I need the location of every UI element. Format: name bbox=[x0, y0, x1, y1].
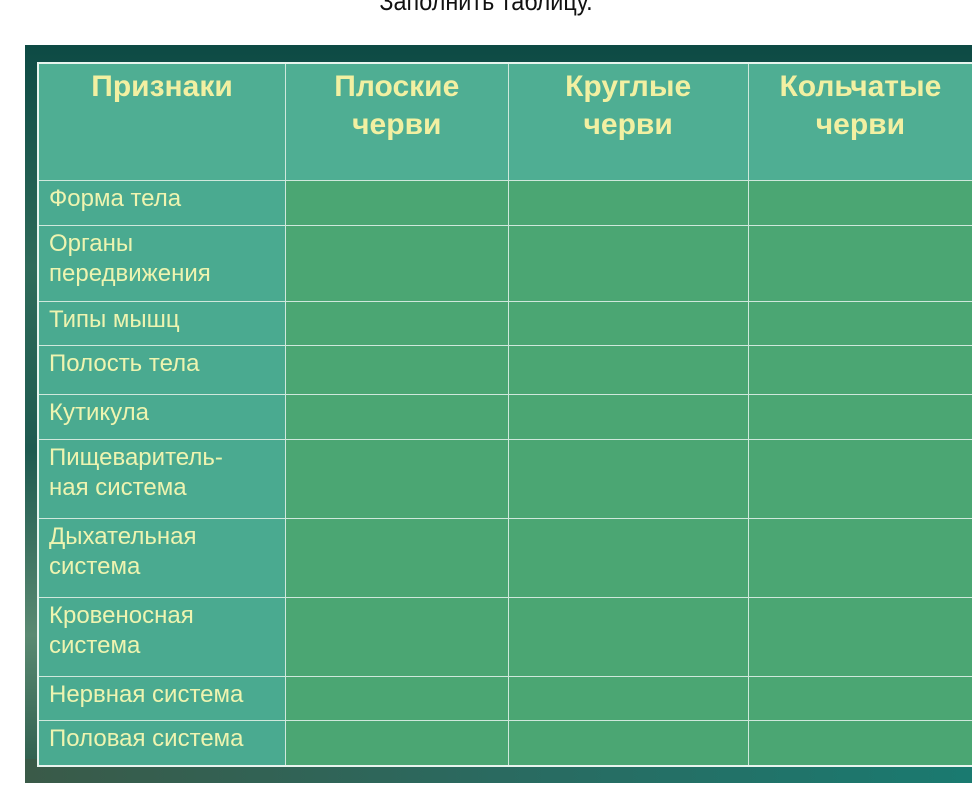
empty-cell[interactable] bbox=[507, 720, 749, 766]
header-annelids: Кольчатые черви bbox=[747, 62, 972, 181]
row-label: Форма тела bbox=[37, 180, 287, 226]
table-row: Полость тела bbox=[37, 345, 972, 395]
table-row: Типы мышц bbox=[37, 301, 972, 346]
empty-cell[interactable] bbox=[507, 394, 749, 440]
row-label: Органы передвижения bbox=[37, 225, 287, 302]
empty-cell[interactable] bbox=[507, 439, 749, 519]
row-label: Полость тела bbox=[37, 345, 287, 395]
empty-cell[interactable] bbox=[747, 676, 972, 721]
empty-cell[interactable] bbox=[285, 518, 509, 598]
empty-cell[interactable] bbox=[507, 301, 749, 346]
empty-cell[interactable] bbox=[285, 394, 509, 440]
row-label: Кровеносная система bbox=[37, 597, 287, 677]
empty-cell[interactable] bbox=[507, 676, 749, 721]
table-row: Половая система bbox=[37, 720, 972, 766]
header-roundworms: Круглые черви bbox=[507, 62, 749, 181]
table-row: Нервная система bbox=[37, 676, 972, 721]
empty-cell[interactable] bbox=[285, 180, 509, 226]
empty-cell[interactable] bbox=[747, 180, 972, 226]
worms-comparison-table: Признаки Плоские черви Круглые черви Кол… bbox=[37, 62, 972, 767]
row-label: Половая система bbox=[37, 720, 287, 766]
empty-cell[interactable] bbox=[747, 345, 972, 395]
row-label: Кутикула bbox=[37, 394, 287, 440]
table-row: Кровеносная система bbox=[37, 597, 972, 677]
empty-cell[interactable] bbox=[507, 345, 749, 395]
page-title: Заполнить таблицу. bbox=[379, 0, 593, 16]
header-row: Признаки Плоские черви Круглые черви Кол… bbox=[37, 62, 972, 181]
empty-cell[interactable] bbox=[747, 301, 972, 346]
row-label: Пищеваритель-ная система bbox=[37, 439, 287, 519]
empty-cell[interactable] bbox=[285, 439, 509, 519]
row-label: Типы мышц bbox=[37, 301, 287, 346]
table-row: Пищеваритель-ная система bbox=[37, 439, 972, 519]
empty-cell[interactable] bbox=[747, 439, 972, 519]
row-label: Дыхательная система bbox=[37, 518, 287, 598]
empty-cell[interactable] bbox=[747, 597, 972, 677]
empty-cell[interactable] bbox=[507, 597, 749, 677]
empty-cell[interactable] bbox=[285, 597, 509, 677]
empty-cell[interactable] bbox=[747, 394, 972, 440]
empty-cell[interactable] bbox=[285, 720, 509, 766]
empty-cell[interactable] bbox=[285, 225, 509, 302]
table-row: Кутикула bbox=[37, 394, 972, 440]
table-row: Форма тела bbox=[37, 180, 972, 226]
header-features: Признаки bbox=[37, 62, 287, 181]
empty-cell[interactable] bbox=[747, 518, 972, 598]
empty-cell[interactable] bbox=[507, 518, 749, 598]
header-flatworms: Плоские черви bbox=[285, 62, 509, 181]
empty-cell[interactable] bbox=[285, 345, 509, 395]
empty-cell[interactable] bbox=[507, 180, 749, 226]
empty-cell[interactable] bbox=[285, 676, 509, 721]
empty-cell[interactable] bbox=[747, 720, 972, 766]
table-row: Дыхательная система bbox=[37, 518, 972, 598]
empty-cell[interactable] bbox=[507, 225, 749, 302]
empty-cell[interactable] bbox=[747, 225, 972, 302]
table-row: Органы передвижения bbox=[37, 225, 972, 302]
empty-cell[interactable] bbox=[285, 301, 509, 346]
row-label: Нервная система bbox=[37, 676, 287, 721]
